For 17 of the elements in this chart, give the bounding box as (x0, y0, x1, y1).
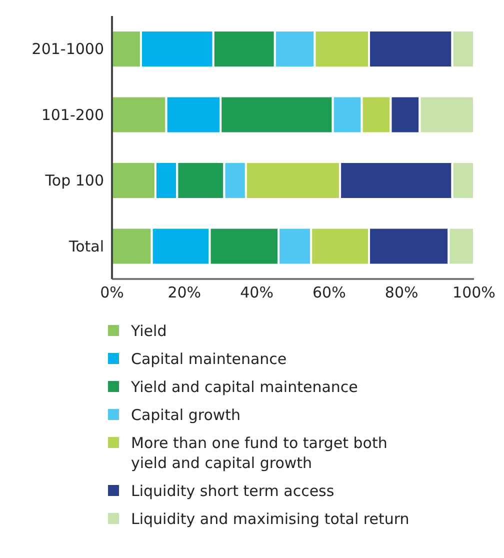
x-tick-label: 60% (312, 284, 346, 302)
legend-label: Capital growth (131, 405, 241, 425)
legend-label: Liquidity and maximising total return (131, 509, 410, 529)
x-tick-label: 0% (100, 284, 124, 302)
x-tick-label: 20% (168, 284, 202, 302)
legend-label: Yield and capital maintenance (131, 377, 358, 397)
legend-label: Capital maintenance (131, 349, 287, 369)
x-tick-label: 80% (384, 284, 418, 302)
y-tick-label: 101-200 (41, 106, 104, 124)
y-tick-label: Total (68, 237, 104, 256)
y-tick-label: Top 100 (44, 172, 104, 190)
y-tick-label: 201-1000 (32, 40, 104, 58)
legend-label: Yield (131, 321, 167, 341)
legend-label: Liquidity short term access (131, 481, 334, 501)
x-tick-label: 100% (452, 284, 496, 302)
legend-label: More than one fund to target both yield and capital growth (131, 433, 388, 473)
x-tick-label: 40% (240, 284, 274, 302)
